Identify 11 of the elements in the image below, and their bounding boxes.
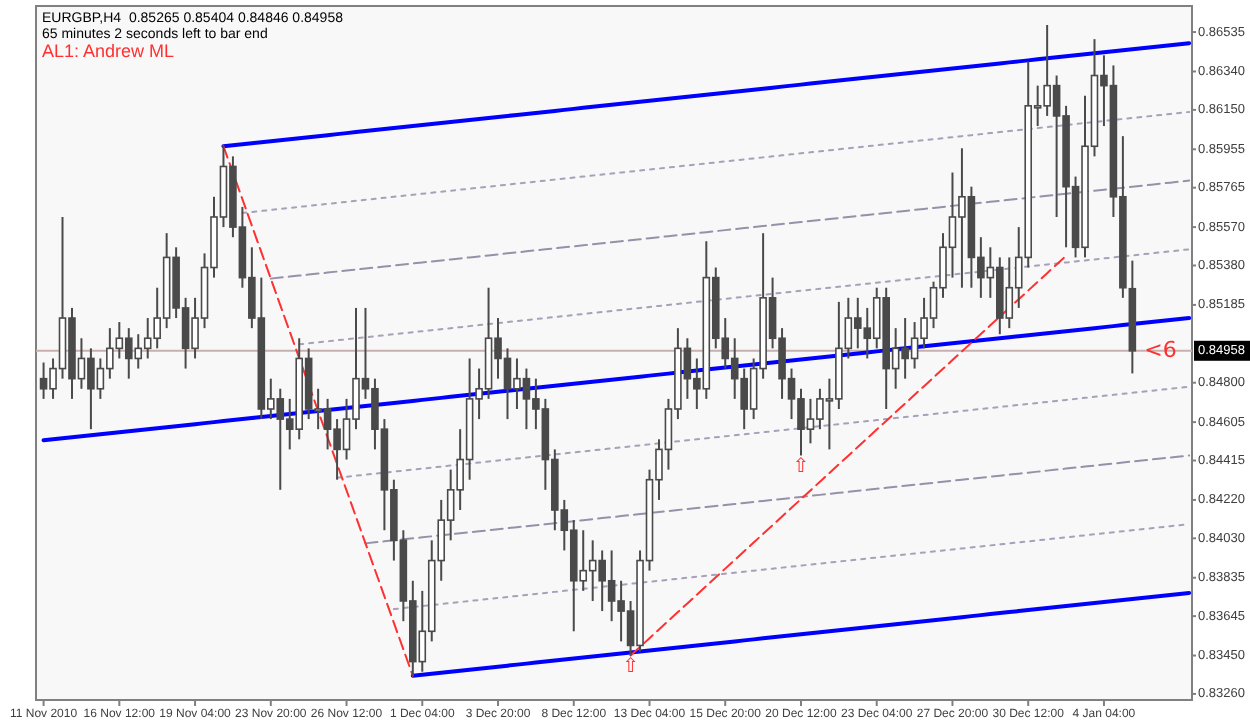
line-series (241, 110, 1191, 214)
line-series (629, 254, 1068, 657)
line-series (41, 316, 1192, 443)
line-series (269, 179, 1191, 280)
annotation: <6 (1144, 336, 1177, 363)
annotation: ⇧ (622, 656, 639, 679)
line-series (221, 41, 1192, 149)
line-series (222, 145, 414, 677)
annotation: ⇧ (792, 456, 810, 479)
annotation: AL1: Andrew ML (42, 40, 175, 61)
line-series (410, 590, 1192, 678)
